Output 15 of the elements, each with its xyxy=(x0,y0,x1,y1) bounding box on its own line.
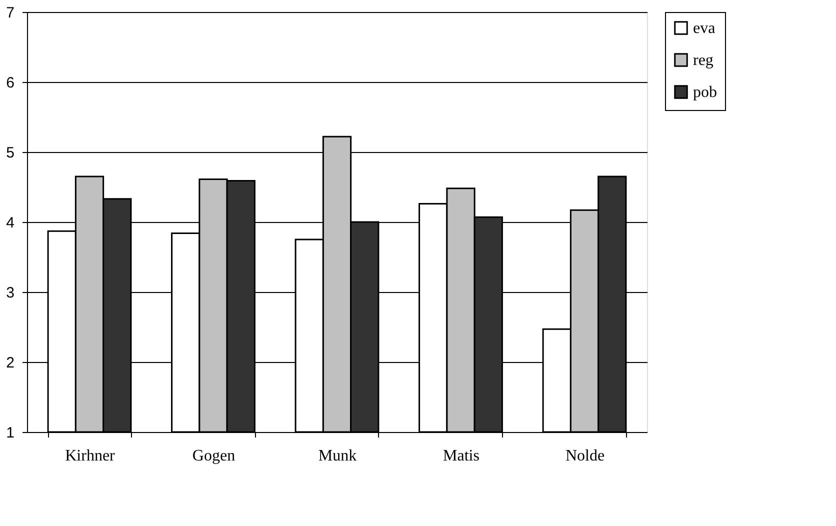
x-tick-label: Nolde xyxy=(565,448,605,464)
y-tick-label: 2 xyxy=(6,354,14,372)
y-tick-label: 3 xyxy=(6,284,14,302)
legend-label: pob xyxy=(693,84,717,101)
legend-label: eva xyxy=(693,20,716,37)
y-tick-label: 6 xyxy=(6,74,14,92)
y-tick-label: 4 xyxy=(6,214,14,232)
y-tick-label: 1 xyxy=(6,424,14,442)
x-tick-label: Matis xyxy=(443,448,480,464)
y-tick-label: 7 xyxy=(6,4,14,22)
x-tick-label: Munk xyxy=(318,448,357,464)
x-tick-label: Gogen xyxy=(192,448,236,464)
x-tick-label: Kirhner xyxy=(65,448,116,464)
legend-label: reg xyxy=(693,52,714,69)
y-tick-label: 5 xyxy=(6,144,14,162)
